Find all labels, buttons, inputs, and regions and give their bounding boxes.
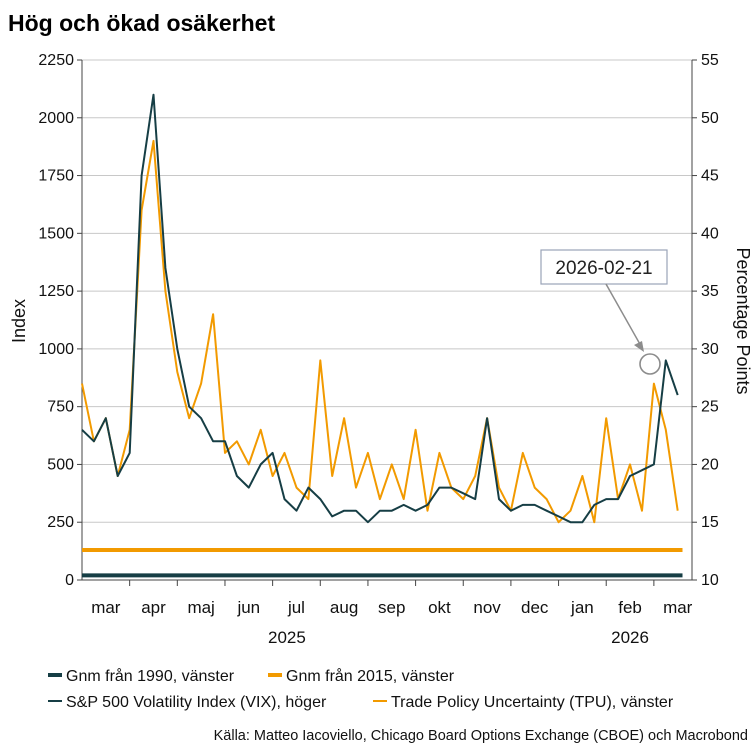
y-axis-right: 10 15 20 25 30 35 40 45 50 55 (691, 52, 719, 589)
y-right-tick-label-25: 25 (701, 399, 719, 416)
y-right-tick-label-55: 55 (701, 52, 719, 69)
y-left-tick-label-1500: 1500 (38, 225, 74, 242)
annotation-box (540, 249, 668, 285)
y-left-tick-label-2250: 2250 (38, 52, 74, 69)
x-tick-label-dec: dec (521, 598, 549, 617)
legend: Gnm från 1990, vänster Gnm från 2015, vä… (48, 667, 674, 711)
y-left-tick-label-1750: 1750 (38, 168, 74, 185)
legend-label-avg2015: Gnm från 2015, vänster (286, 667, 455, 685)
annotation-arrowhead (634, 341, 644, 352)
y-left-tick-label-1250: 1250 (38, 283, 74, 300)
legend-label-vix: S&P 500 Volatility Index (VIX), höger (66, 694, 327, 711)
y-axis-left-label: Index (9, 299, 29, 343)
annotation-arrow (605, 283, 642, 347)
chart-title: Hög och ökad osäkerhet (8, 10, 275, 36)
y-right-tick-label-35: 35 (701, 283, 719, 300)
x-tick-label-jan: jan (570, 598, 594, 617)
y-right-tick-label-50: 50 (701, 110, 719, 127)
legend-label-tpu: Trade Policy Uncertainty (TPU), vänster (391, 694, 674, 711)
y-left-tick-label-2000: 2000 (38, 110, 74, 127)
y-left-tick-label-500: 500 (47, 456, 74, 473)
y-left-tick-label-250: 250 (47, 514, 74, 531)
series-line-2 (81, 93, 679, 524)
y-right-tick-label-10: 10 (701, 572, 719, 589)
y-right-tick-label-40: 40 (701, 225, 719, 242)
y-axis-right-label: Percentage Points (733, 247, 753, 394)
x-year-label-2026: 2026 (611, 628, 649, 647)
gridlines (82, 59, 692, 523)
x-tick-label-mar: mar (91, 598, 121, 617)
plot-area (81, 93, 683, 578)
y-axis-left: 0 250 500 750 1000 1250 1500 1750 2000 2250 (38, 52, 83, 589)
y-right-tick-label-15: 15 (701, 514, 719, 531)
x-year-label-2025: 2025 (268, 628, 306, 647)
x-tick-label-maj: maj (187, 598, 214, 617)
y-right-tick-label-30: 30 (701, 341, 719, 358)
x-tick-label-okt: okt (428, 598, 451, 617)
x-axis: mar apr maj jun jul aug sep okt nov dec jan feb mar 2… (82, 579, 693, 647)
x-tick-label-mar: mar (663, 598, 693, 617)
x-tick-label-jul: jul (287, 598, 305, 617)
legend-label-avg1990: Gnm från 1990, vänster (66, 667, 235, 685)
annotation-label: 2026-02-21 (555, 258, 652, 279)
annotation-callout: 2026-02-21 (540, 249, 668, 375)
y-left-tick-label-1000: 1000 (38, 341, 74, 358)
x-tick-label-feb: feb (618, 598, 642, 617)
source-note: Källa: Matteo Iacoviello, Chicago Board … (214, 728, 748, 744)
series-line-3 (81, 139, 679, 524)
y-right-tick-label-20: 20 (701, 456, 719, 473)
x-tick-label-nov: nov (473, 598, 501, 617)
y-right-tick-label-45: 45 (701, 168, 719, 185)
annotation-circle (639, 353, 661, 375)
x-tick-label-aug: aug (330, 598, 358, 617)
x-tick-label-sep: sep (378, 598, 405, 617)
x-tick-label-apr: apr (141, 598, 166, 617)
x-tick-label-jun: jun (236, 598, 260, 617)
y-left-tick-label-750: 750 (47, 399, 74, 416)
y-left-tick-label-0: 0 (65, 572, 74, 589)
